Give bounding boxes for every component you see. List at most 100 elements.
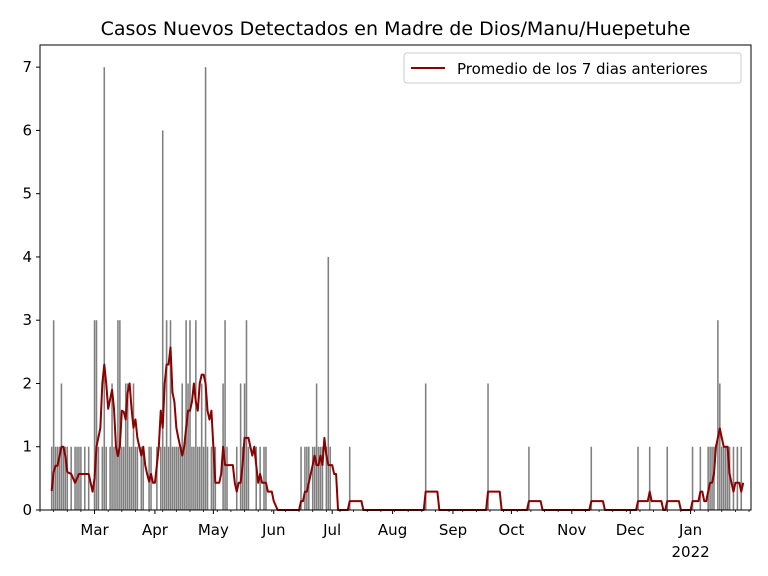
bar xyxy=(722,446,725,510)
bar xyxy=(212,446,215,510)
bar xyxy=(265,446,267,510)
bar xyxy=(321,446,324,510)
bar xyxy=(134,446,137,510)
bar xyxy=(169,320,172,510)
bar xyxy=(142,446,145,510)
bar xyxy=(329,446,332,510)
bar xyxy=(132,383,135,510)
x-tick-label: Jul xyxy=(322,521,341,539)
bar xyxy=(348,446,351,510)
bar xyxy=(721,446,723,510)
bar xyxy=(241,446,244,510)
x-tick-label: Dec xyxy=(616,521,645,539)
bar xyxy=(327,256,330,510)
bar xyxy=(84,446,86,510)
bar xyxy=(255,446,257,510)
bar xyxy=(179,446,182,510)
bar xyxy=(306,446,308,510)
bar xyxy=(202,446,205,510)
y-tick-label: 3 xyxy=(22,311,32,329)
bar xyxy=(115,446,117,510)
bar xyxy=(637,446,639,510)
bar xyxy=(239,383,242,510)
x-tick-label: Aug xyxy=(378,521,407,539)
chart-title: Casos Nuevos Detectados en Madre de Dios… xyxy=(101,18,691,40)
bar xyxy=(189,320,191,510)
bar xyxy=(70,446,72,510)
x-tick-label: Apr xyxy=(142,521,169,539)
bar xyxy=(101,446,104,510)
bar xyxy=(487,383,489,510)
bar xyxy=(181,383,183,510)
bar xyxy=(121,446,123,510)
bar xyxy=(325,446,328,510)
bar xyxy=(54,446,57,510)
bar xyxy=(80,446,82,510)
bar xyxy=(130,446,133,510)
bar xyxy=(50,446,53,510)
y-tick-label: 7 xyxy=(22,58,32,76)
x-tick-label: Mar xyxy=(80,521,109,539)
bars-group xyxy=(50,67,743,510)
moving-average-line xyxy=(50,346,745,511)
bar xyxy=(724,446,727,510)
bar xyxy=(167,446,170,510)
y-tick-label: 4 xyxy=(22,248,32,266)
bar xyxy=(707,446,709,510)
bar xyxy=(666,446,669,510)
bar xyxy=(52,320,55,510)
bar xyxy=(247,446,250,510)
axes: 0 1 2 3 4 5 6 7 Mar Apr May Jun Jul Aug Sep Oct Nov Dec Ja… xyxy=(22,44,752,561)
bar xyxy=(113,446,115,510)
bar xyxy=(103,67,106,510)
bar xyxy=(119,320,121,510)
x-tick-sublabel: 2022 xyxy=(672,543,710,561)
y-tick-label: 5 xyxy=(22,185,32,203)
bar xyxy=(58,446,61,510)
bar xyxy=(226,446,228,510)
bar xyxy=(187,383,189,510)
bar xyxy=(78,446,80,510)
bar xyxy=(195,320,197,510)
bar xyxy=(62,446,65,510)
bar xyxy=(128,446,131,510)
bar xyxy=(210,446,213,510)
y-tick-label: 0 xyxy=(22,501,32,519)
bar xyxy=(197,446,199,510)
bar xyxy=(156,446,158,510)
bar xyxy=(140,446,143,510)
bar xyxy=(159,446,162,510)
bar xyxy=(136,446,139,510)
bar xyxy=(224,320,226,510)
x-tick-label: May xyxy=(198,521,229,539)
bar xyxy=(709,446,711,510)
bar xyxy=(315,383,318,510)
bar xyxy=(590,446,593,510)
y-tick-label: 6 xyxy=(22,121,32,139)
moving-average-line-group xyxy=(50,346,745,511)
legend-label: Promedio de los 7 dias anteriores xyxy=(457,60,708,78)
bar xyxy=(191,446,193,510)
bar xyxy=(64,446,67,510)
bar xyxy=(97,446,100,510)
bar xyxy=(109,446,111,510)
bar xyxy=(263,446,265,510)
bar xyxy=(200,383,203,510)
bar xyxy=(317,446,320,510)
bar xyxy=(740,446,743,510)
x-tick-label: Jan xyxy=(678,521,702,539)
bar xyxy=(165,320,168,510)
bar xyxy=(726,446,729,510)
bar xyxy=(177,446,180,510)
bar xyxy=(300,446,302,510)
bar xyxy=(175,446,178,510)
bar xyxy=(122,446,125,510)
bar xyxy=(204,67,207,510)
bar xyxy=(56,446,59,510)
plot-frame xyxy=(39,44,752,511)
bar xyxy=(126,383,129,510)
bar xyxy=(173,446,176,510)
bar xyxy=(311,446,314,510)
x-tick-label: Jun xyxy=(261,521,285,539)
bar xyxy=(124,383,127,510)
